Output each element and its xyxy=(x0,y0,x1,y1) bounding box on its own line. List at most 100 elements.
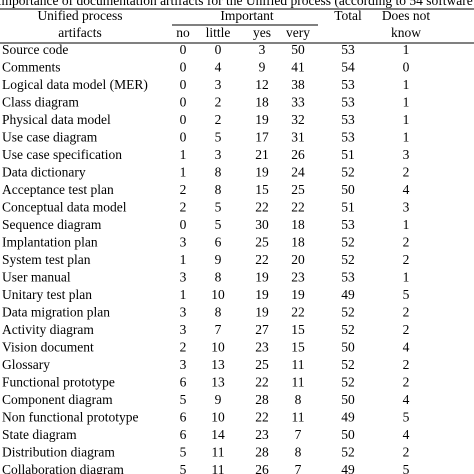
cell: 0 xyxy=(403,60,410,75)
cell: 7 xyxy=(215,322,222,337)
cell: 5 xyxy=(215,130,222,145)
cell: 10 xyxy=(211,410,225,425)
cell: 5 xyxy=(215,200,222,215)
cell: 2 xyxy=(215,95,222,110)
cell: 0 xyxy=(180,112,187,127)
row-label: Use case diagram xyxy=(2,130,98,145)
cell: 19 xyxy=(291,287,305,302)
cell: 0 xyxy=(180,130,187,145)
cell: 4 xyxy=(403,427,410,442)
cell: 2 xyxy=(180,182,187,197)
cell: 6 xyxy=(180,410,187,425)
cell: 49 xyxy=(341,410,355,425)
cell: 50 xyxy=(341,340,355,355)
cell: 2 xyxy=(403,165,410,180)
cell: 7 xyxy=(295,427,302,442)
cell: 10 xyxy=(211,287,225,302)
cell: 0 xyxy=(180,60,187,75)
cell: 3 xyxy=(180,322,187,337)
cell: 2 xyxy=(215,112,222,127)
cell: 19 xyxy=(255,287,269,302)
cell: 38 xyxy=(291,77,305,92)
cell: 11 xyxy=(292,375,305,390)
cell: 5 xyxy=(403,287,410,302)
header-level: little xyxy=(206,25,231,40)
cell: 3 xyxy=(403,200,410,215)
header-level: very xyxy=(286,25,310,40)
cell: 2 xyxy=(403,252,410,267)
cell: 6 xyxy=(180,375,187,390)
cell: 18 xyxy=(291,217,305,232)
cell: 7 xyxy=(295,462,302,474)
row-label: System test plan xyxy=(2,252,91,267)
cell: 1 xyxy=(180,287,187,302)
cell: 53 xyxy=(341,95,355,110)
cell: 9 xyxy=(215,392,222,407)
cell: 6 xyxy=(180,427,187,442)
cell: 30 xyxy=(255,217,269,232)
cell: 22 xyxy=(255,375,269,390)
cell: 50 xyxy=(341,392,355,407)
cell: 1 xyxy=(403,217,410,232)
cell: 3 xyxy=(180,270,187,285)
cell: 0 xyxy=(215,42,222,57)
cell: 15 xyxy=(291,322,305,337)
header-does-not-know: know xyxy=(391,25,421,40)
cell: 53 xyxy=(341,217,355,232)
row-label: Non functional prototype xyxy=(2,410,138,425)
header-level: yes xyxy=(253,25,271,40)
cell: 10 xyxy=(211,340,225,355)
cell: 3 xyxy=(180,235,187,250)
cell: 49 xyxy=(341,287,355,302)
cell: 50 xyxy=(341,427,355,442)
cell: 22 xyxy=(255,410,269,425)
cell: 28 xyxy=(255,392,269,407)
cell: 19 xyxy=(255,112,269,127)
row-label: Logical data model (MER) xyxy=(2,77,148,92)
row-label: Unitary test plan xyxy=(2,287,92,302)
cell: 5 xyxy=(215,217,222,232)
cell: 2 xyxy=(180,200,187,215)
cell: 0 xyxy=(180,217,187,232)
cell: 53 xyxy=(341,270,355,285)
cell: 1 xyxy=(180,165,187,180)
cell: 52 xyxy=(341,375,355,390)
row-label: Implantation plan xyxy=(2,235,98,250)
cell: 19 xyxy=(255,270,269,285)
cell: 5 xyxy=(180,445,187,460)
cell: 11 xyxy=(212,462,225,474)
row-label: Comments xyxy=(2,60,61,75)
cell: 27 xyxy=(255,322,269,337)
cell: 3 xyxy=(180,305,187,320)
cell: 22 xyxy=(255,252,269,267)
cell: 8 xyxy=(215,270,222,285)
caption: Importance of documentation artifacts fo… xyxy=(0,0,474,8)
cell: 1 xyxy=(403,270,410,285)
cell: 5 xyxy=(180,462,187,474)
row-label: Source code xyxy=(2,42,68,57)
row-label: Glossary xyxy=(2,357,50,372)
row-label: Sequence diagram xyxy=(2,217,102,232)
cell: 52 xyxy=(341,305,355,320)
cell: 1 xyxy=(403,77,410,92)
cell: 52 xyxy=(341,235,355,250)
cell: 51 xyxy=(341,200,355,215)
row-label: Collaboration diagram xyxy=(2,462,124,474)
row-label: Data dictionary xyxy=(2,165,86,180)
cell: 2 xyxy=(403,357,410,372)
cell: 25 xyxy=(255,357,269,372)
cell: 3 xyxy=(215,77,222,92)
cell: 3 xyxy=(259,42,266,57)
cell: 11 xyxy=(292,410,305,425)
cell: 13 xyxy=(211,375,225,390)
cell: 53 xyxy=(341,112,355,127)
cell: 32 xyxy=(291,112,305,127)
cell: 8 xyxy=(295,392,302,407)
cell: 4 xyxy=(403,340,410,355)
cell: 25 xyxy=(291,182,305,197)
cell: 52 xyxy=(341,445,355,460)
cell: 3 xyxy=(215,147,222,162)
cell: 54 xyxy=(341,60,355,75)
cell: 3 xyxy=(403,147,410,162)
cell: 1 xyxy=(180,147,187,162)
